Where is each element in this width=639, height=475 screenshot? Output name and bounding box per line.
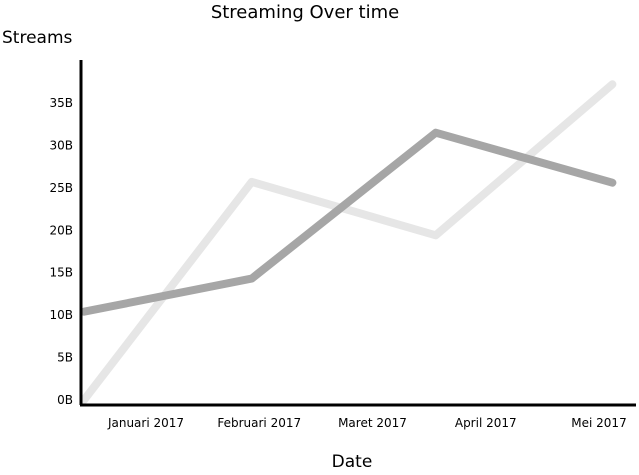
x-tick-label: Mei 2017 (571, 416, 626, 430)
y-tick-label: 0B (57, 393, 73, 407)
y-tick-label: 35B (49, 96, 73, 110)
y-tick-label: 5B (57, 351, 73, 365)
x-tick-label: Februari 2017 (217, 416, 301, 430)
x-tick-label: April 2017 (455, 416, 517, 430)
y-tick-label: 20B (49, 223, 73, 237)
y-tick-label: 30B (49, 138, 73, 152)
series-line-1 (80, 80, 617, 404)
x-tick-label: Januari 2017 (107, 416, 184, 430)
x-axis-title: Date (332, 452, 373, 472)
series-lines (80, 80, 617, 404)
series-line-2 (80, 128, 617, 316)
y-axis-title: Streams (2, 28, 73, 48)
y-tick-label: 15B (49, 266, 73, 280)
y-tick-label: 10B (49, 308, 73, 322)
y-axis-ticks: 0B 5B 10B 15B 20B 25B 30B 35B (49, 96, 73, 407)
chart-title: Streaming Over time (211, 2, 399, 23)
x-tick-label: Maret 2017 (338, 416, 407, 430)
y-tick-label: 25B (49, 181, 73, 195)
x-axis-ticks: Januari 2017 Februari 2017 Maret 2017 April… (107, 416, 627, 430)
